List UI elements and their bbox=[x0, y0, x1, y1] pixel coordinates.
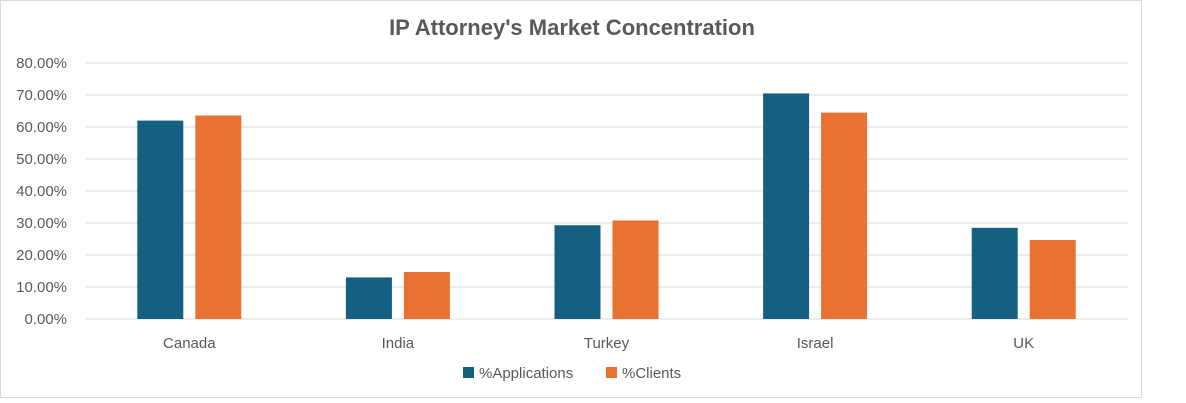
chart-title: IP Attorney's Market Concentration bbox=[389, 15, 755, 40]
x-category-label: Canada bbox=[163, 335, 216, 352]
bar-applications-turkey bbox=[554, 225, 601, 319]
bar-clients-uk bbox=[1029, 239, 1076, 319]
chart-frame: IP Attorney's Market Concentration 0.00%… bbox=[0, 0, 1142, 398]
y-tick-label: 20.00% bbox=[16, 247, 67, 264]
y-axis-tick-labels: 0.00% 10.00% 20.00% 30.00% 40.00% 50.00% 60.00… bbox=[16, 55, 67, 328]
bar-applications-israel bbox=[763, 93, 810, 320]
bar-applications-uk bbox=[971, 227, 1018, 319]
y-tick-label: 30.00% bbox=[16, 215, 67, 232]
x-category-label: India bbox=[382, 335, 415, 352]
bars bbox=[137, 93, 1076, 320]
legend-swatch bbox=[463, 367, 474, 378]
legend-label: %Clients bbox=[622, 365, 681, 382]
y-tick-label: 80.00% bbox=[16, 55, 67, 72]
bar-clients-israel bbox=[821, 112, 868, 319]
bar-applications-canada bbox=[137, 120, 184, 319]
legend: %Applications %Clients bbox=[463, 365, 681, 382]
bar-applications-india bbox=[345, 277, 392, 319]
y-tick-label: 50.00% bbox=[16, 151, 67, 168]
legend-swatch bbox=[606, 367, 617, 378]
y-tick-label: 40.00% bbox=[16, 183, 67, 200]
y-tick-label: 10.00% bbox=[16, 279, 67, 296]
x-category-label: Turkey bbox=[584, 335, 630, 352]
y-tick-label: 60.00% bbox=[16, 119, 67, 136]
x-axis-category-labels: Canada India Turkey Israel UK bbox=[163, 335, 1034, 352]
y-tick-label: 70.00% bbox=[16, 87, 67, 104]
x-category-label: Israel bbox=[797, 335, 834, 352]
bar-clients-canada bbox=[195, 115, 242, 319]
legend-label: %Applications bbox=[479, 365, 573, 382]
bar-clients-india bbox=[403, 271, 450, 319]
bar-chart: 0.00% 10.00% 20.00% 30.00% 40.00% 50.00% 60.00… bbox=[16, 55, 1128, 382]
gridlines bbox=[85, 62, 1128, 320]
x-category-label: UK bbox=[1013, 335, 1034, 352]
y-tick-label: 0.00% bbox=[24, 311, 67, 328]
bar-clients-turkey bbox=[612, 220, 659, 319]
